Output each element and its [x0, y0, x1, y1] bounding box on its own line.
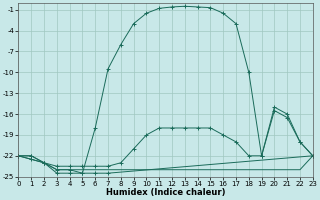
X-axis label: Humidex (Indice chaleur): Humidex (Indice chaleur)	[106, 188, 225, 197]
